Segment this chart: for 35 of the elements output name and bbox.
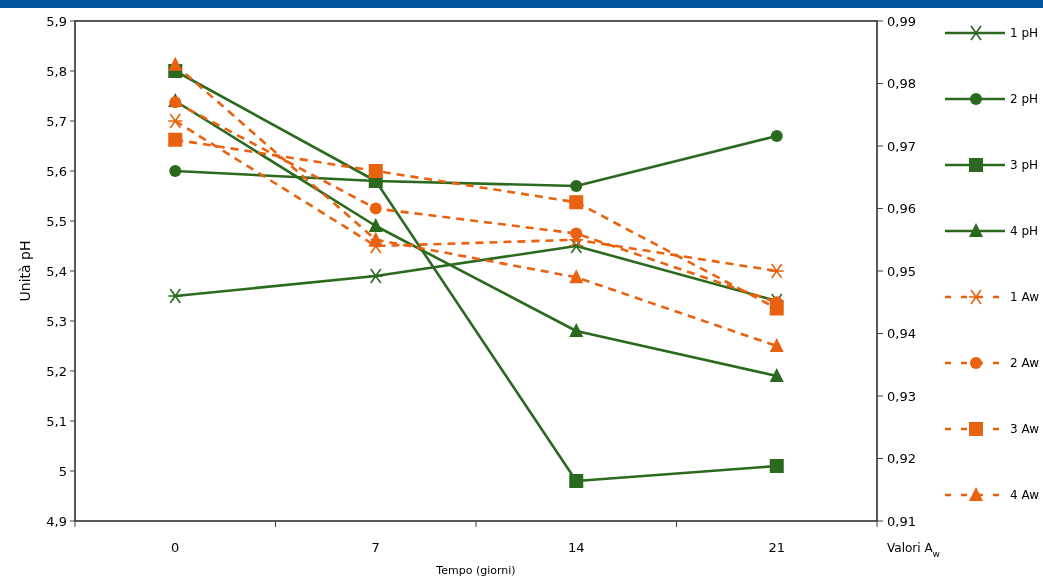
y2-tick-label: 0,91 — [887, 513, 916, 529]
x-tick-label: 14 — [567, 540, 585, 555]
x-tick-label: 21 — [768, 540, 786, 555]
legend-label: 4 pH — [1010, 224, 1039, 239]
y2-tick-label: 0,92 — [887, 451, 916, 467]
y-axis-title: Unità pH — [17, 240, 33, 302]
y2-tick-label: 0,94 — [887, 326, 916, 342]
y2-tick-label: 0,95 — [887, 263, 916, 279]
legend-label: 1 pH — [1010, 26, 1039, 41]
y-tick-label: 5,9 — [46, 13, 67, 29]
y2-tick-label: 0,98 — [887, 76, 916, 92]
legend-label: 3 Aw — [1010, 422, 1040, 437]
y-tick-label: 4,9 — [46, 513, 67, 529]
y2-tick-label: 0,99 — [887, 13, 916, 29]
y-tick-label: 5,6 — [46, 163, 67, 179]
legend-label: 2 pH — [1010, 92, 1039, 107]
x-tick-label: 7 — [371, 540, 380, 555]
y-tick-label: 5,1 — [46, 413, 67, 429]
y2-tick-label: 0,97 — [887, 138, 916, 154]
y2-tick-label: 0,93 — [887, 388, 916, 404]
x-axis-title: Tempo (giorni) — [435, 564, 516, 577]
y-tick-label: 5,7 — [46, 113, 67, 129]
y-tick-label: 5,2 — [46, 363, 67, 379]
legend-label: 1 Aw — [1010, 290, 1040, 305]
x-tick-label: 0 — [171, 540, 180, 555]
y-tick-label: 5 — [58, 463, 67, 479]
legend-label: 2 Aw — [1010, 356, 1040, 371]
y-tick-label: 5,5 — [46, 213, 67, 229]
y2-axis-title: Valori A$_{w}$ — [887, 541, 940, 559]
y-tick-label: 5,4 — [46, 263, 67, 279]
legend-label: 3 pH — [1010, 158, 1039, 173]
y-tick-label: 5,8 — [46, 63, 67, 79]
y2-tick-label: 0,96 — [887, 201, 916, 217]
y-tick-label: 5,3 — [46, 313, 67, 329]
legend-label: 4 Aw — [1010, 488, 1040, 503]
